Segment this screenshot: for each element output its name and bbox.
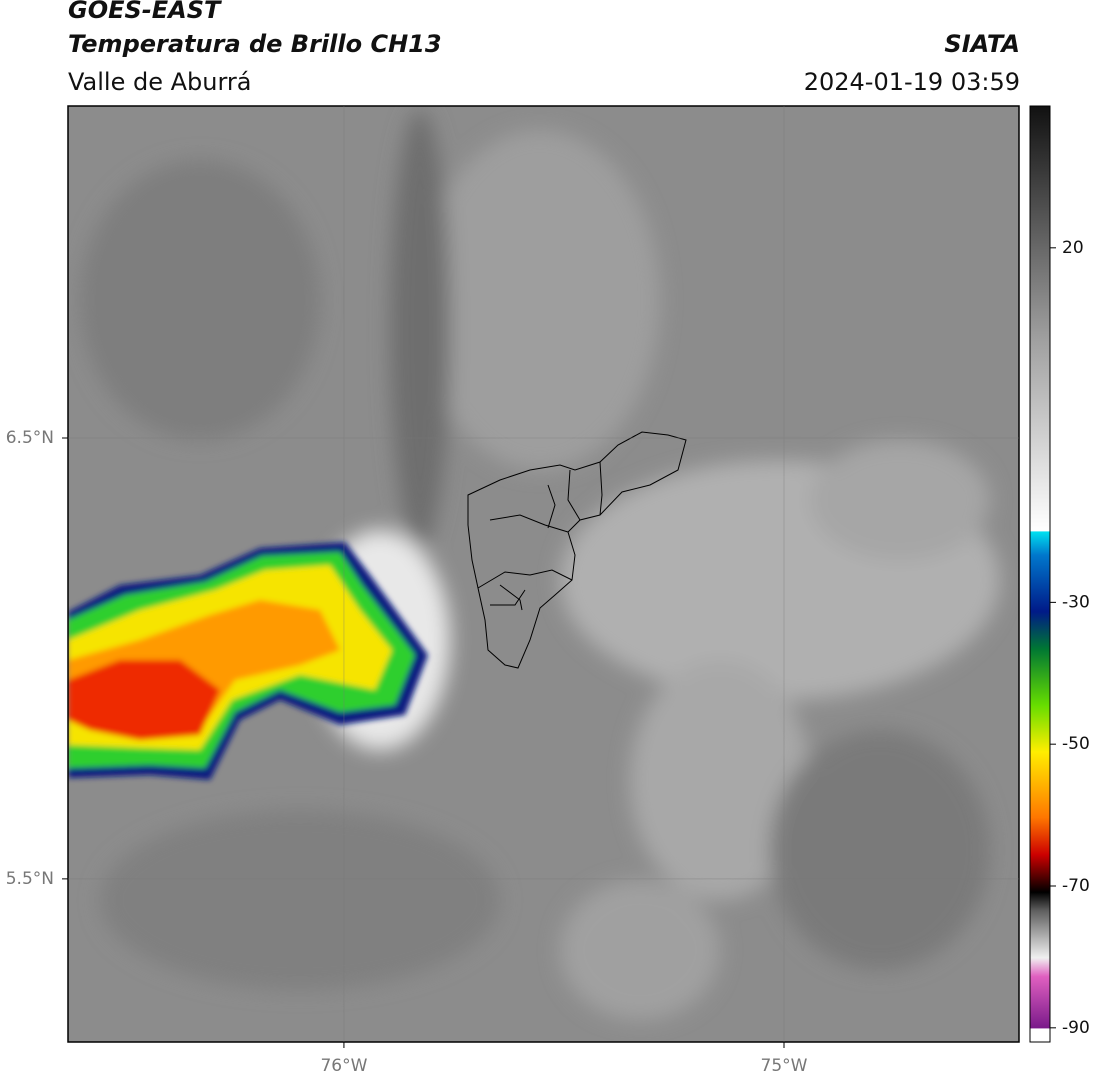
product-title: Temperatura de Brillo CH13	[68, 30, 442, 58]
lon-tick-label: 76°W	[320, 1056, 367, 1076]
municipal-boundaries	[467, 431, 687, 669]
map-frame	[67, 105, 1020, 1043]
source-title: GOES-EAST	[68, 0, 221, 24]
colorbar-tick-label: -70	[1062, 876, 1090, 896]
lat-tick-label: 6.5°N	[6, 428, 54, 448]
region-label: Valle de Aburrá	[68, 68, 252, 96]
colorbar-tick-label: -90	[1062, 1018, 1090, 1038]
colorbar-tick-label: -50	[1062, 734, 1090, 754]
datetime-label: 2024-01-19 03:59	[803, 68, 1020, 96]
colorbar-tick-label: 20	[1062, 238, 1084, 258]
satellite-image	[68, 106, 1019, 1042]
colorbar-tick-label: -30	[1062, 592, 1090, 612]
colorbar	[1029, 105, 1051, 1043]
lon-tick-label: 75°W	[761, 1056, 808, 1076]
agency-label: SIATA	[944, 30, 1020, 58]
lat-tick-label: 5.5°N	[6, 869, 54, 889]
